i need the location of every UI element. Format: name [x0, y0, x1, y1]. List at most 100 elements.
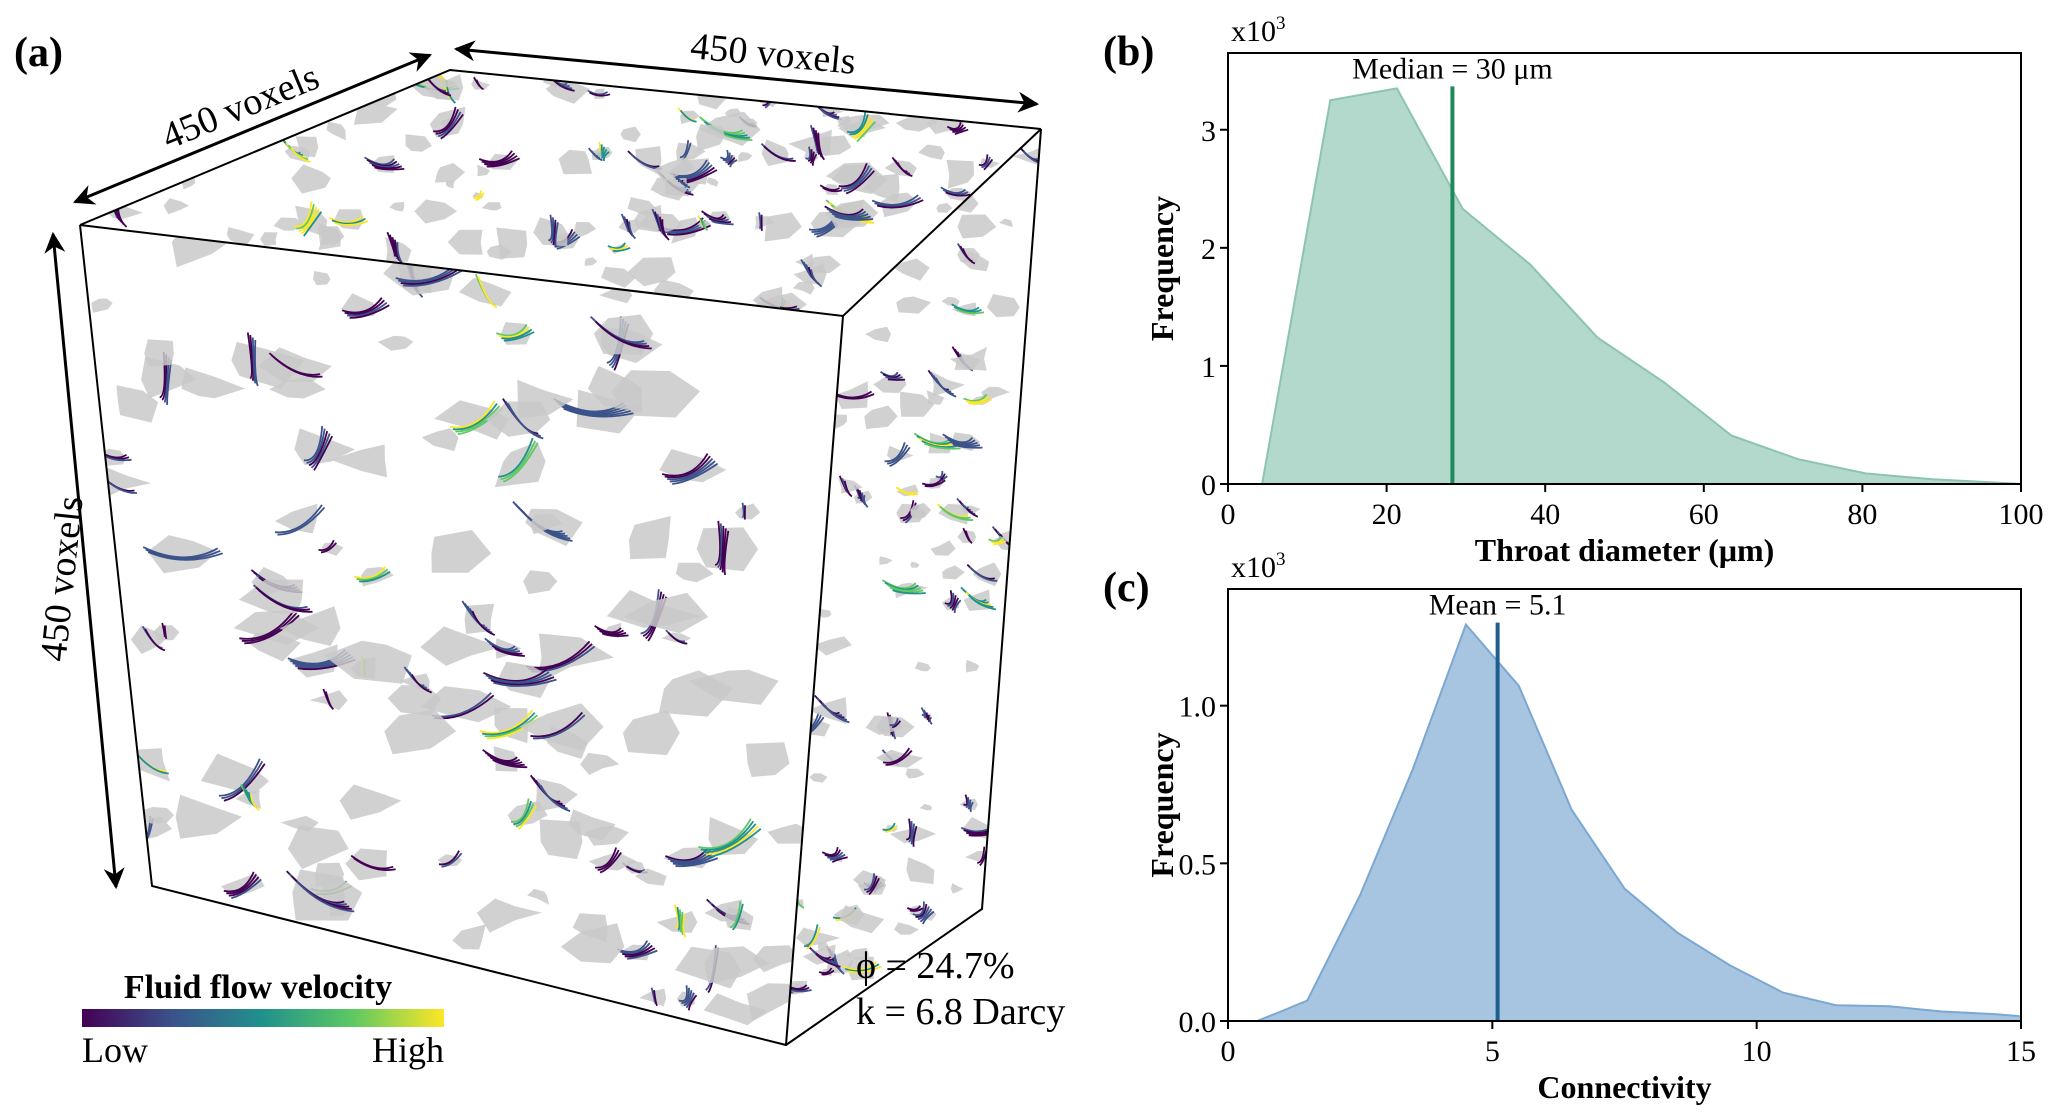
flow-streamline: [993, 540, 1007, 546]
flow-streamline: [969, 801, 974, 813]
pore-blob: [476, 898, 542, 933]
flow-streamline: [946, 122, 962, 130]
flow-streamline: [705, 825, 759, 856]
flow-streamline: [678, 985, 688, 1002]
flow-streamline: [298, 206, 318, 232]
flow-streamline: [478, 150, 513, 163]
pore-blob: [680, 110, 700, 124]
flow-streamline: [142, 546, 219, 559]
flow-streamline: [483, 668, 548, 682]
flow-streamline: [502, 442, 539, 483]
flow-streamline: [517, 805, 537, 830]
pore-blob: [930, 371, 965, 397]
flow-streamline: [550, 217, 555, 244]
flow-streamline: [965, 796, 970, 808]
flow-streamline: [676, 906, 681, 931]
flow-streamline: [679, 140, 690, 159]
flow-streamline: [329, 215, 364, 224]
pore-blob: [481, 202, 502, 211]
flow-streamline: [978, 154, 989, 167]
flow-streamline: [968, 398, 992, 405]
flow-streamline: [942, 189, 969, 196]
flow-streamline: [910, 823, 915, 845]
flow-streamline: [925, 712, 929, 721]
flow-streamline: [835, 393, 875, 400]
flow-streamline: [471, 610, 496, 636]
flow-streamline: [866, 875, 878, 893]
flow-streamline: [624, 947, 656, 958]
pore-blob: [414, 199, 458, 224]
flow-streamline: [731, 903, 744, 931]
flow-streamline: [716, 523, 723, 569]
pore-blob: [706, 177, 719, 187]
pore-blob: [986, 294, 1020, 318]
pore-blob: [181, 367, 246, 399]
flow-streamline: [513, 800, 532, 826]
flow-streamline: [650, 987, 656, 1005]
flow-streamline: [896, 161, 913, 177]
pore-blob: [486, 244, 512, 260]
flow-streamline: [981, 156, 991, 169]
pore-blob: [764, 212, 802, 242]
flow-streamline: [921, 477, 944, 486]
flow-streamline: [563, 407, 634, 418]
flow-streamline: [477, 276, 498, 309]
flow-streamline: [492, 759, 528, 769]
flow-streamline: [817, 132, 826, 161]
flow-streamline: [729, 901, 742, 929]
pore-blob: [116, 385, 159, 423]
pore-blob: [420, 626, 501, 666]
flow-streamline: [481, 152, 516, 165]
flow-streamline: [963, 794, 968, 806]
flow-streamline: [271, 354, 323, 378]
flow-streamline: [703, 212, 727, 221]
flow-streamline: [503, 331, 535, 342]
flow-streamline: [619, 942, 651, 955]
flow-streamline: [349, 304, 390, 319]
flow-streamline: [621, 944, 653, 956]
permeability-value: k = 6.8 Darcy: [856, 991, 1065, 1033]
pore-blob: [527, 888, 550, 905]
flow-streamline: [1022, 150, 1041, 165]
flow-streamline: [935, 471, 944, 479]
panel-a-label: (a): [14, 30, 63, 76]
pore-structure-right: [786, 145, 1041, 995]
flow-streamline: [681, 987, 690, 1004]
flow-streamline: [667, 457, 714, 481]
flow-streamline: [594, 847, 618, 869]
flow-streamline: [838, 163, 868, 188]
flow-streamline: [905, 818, 912, 841]
pore-blob: [796, 927, 841, 947]
flow-streamline: [811, 153, 818, 166]
flow-streamline: [532, 714, 586, 740]
flow-streamline: [251, 337, 257, 384]
flow-streamline: [965, 396, 990, 404]
flow-streamline: [882, 747, 911, 764]
pore-blob: [434, 163, 466, 183]
flow-streamline: [592, 152, 603, 162]
pore-blob: [535, 778, 578, 813]
flow-streamline: [596, 627, 624, 635]
flow-streamline: [847, 965, 882, 974]
flow-streamline: [880, 370, 899, 378]
pore-blob: [627, 257, 676, 287]
statistic-label: Mean = 5.1: [1429, 589, 1567, 622]
flow-streamline: [944, 436, 976, 445]
flow-streamline: [303, 426, 324, 462]
flow-streamline: [908, 821, 913, 843]
plot-frame: [1227, 52, 2022, 485]
x-tick-label: 100: [1999, 498, 2044, 531]
flow-streamline: [956, 308, 985, 315]
flow-streamline: [438, 850, 460, 866]
pore-blob: [894, 922, 919, 935]
flow-streamline: [884, 581, 919, 591]
pore-blob: [941, 296, 960, 307]
pore-blob: [767, 823, 812, 844]
flow-streamline: [949, 440, 981, 448]
flow-streamline: [821, 847, 839, 856]
flow-streamline: [498, 326, 530, 338]
y-multiplier: x103: [1231, 549, 1286, 584]
pore-blob: [580, 752, 620, 775]
flow-streamline: [829, 210, 869, 219]
flow-streamline: [161, 622, 166, 638]
